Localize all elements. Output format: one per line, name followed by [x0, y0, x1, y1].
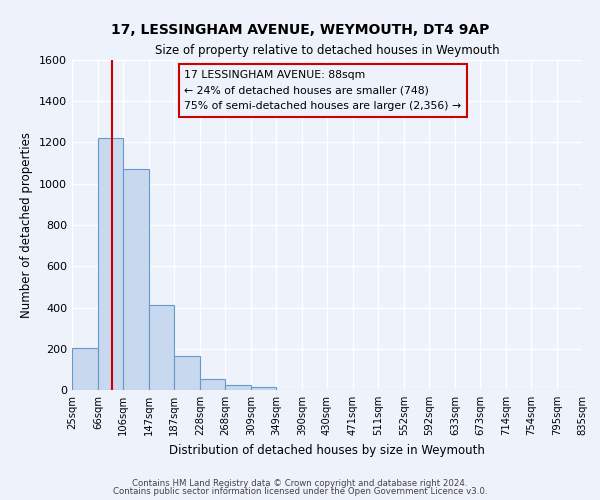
- Text: 17 LESSINGHAM AVENUE: 88sqm
← 24% of detached houses are smaller (748)
75% of se: 17 LESSINGHAM AVENUE: 88sqm ← 24% of det…: [184, 70, 461, 111]
- Bar: [149, 306, 174, 390]
- Y-axis label: Number of detached properties: Number of detached properties: [20, 132, 34, 318]
- Bar: [200, 378, 225, 390]
- Text: 17, LESSINGHAM AVENUE, WEYMOUTH, DT4 9AP: 17, LESSINGHAM AVENUE, WEYMOUTH, DT4 9AP: [111, 22, 489, 36]
- Text: Contains public sector information licensed under the Open Government Licence v3: Contains public sector information licen…: [113, 487, 487, 496]
- Title: Size of property relative to detached houses in Weymouth: Size of property relative to detached ho…: [155, 44, 499, 58]
- Bar: [174, 356, 200, 390]
- Bar: [98, 138, 123, 390]
- Bar: [72, 348, 98, 390]
- X-axis label: Distribution of detached houses by size in Weymouth: Distribution of detached houses by size …: [169, 444, 485, 456]
- Bar: [225, 385, 251, 390]
- Text: Contains HM Land Registry data © Crown copyright and database right 2024.: Contains HM Land Registry data © Crown c…: [132, 478, 468, 488]
- Bar: [123, 170, 149, 390]
- Bar: [251, 387, 276, 390]
